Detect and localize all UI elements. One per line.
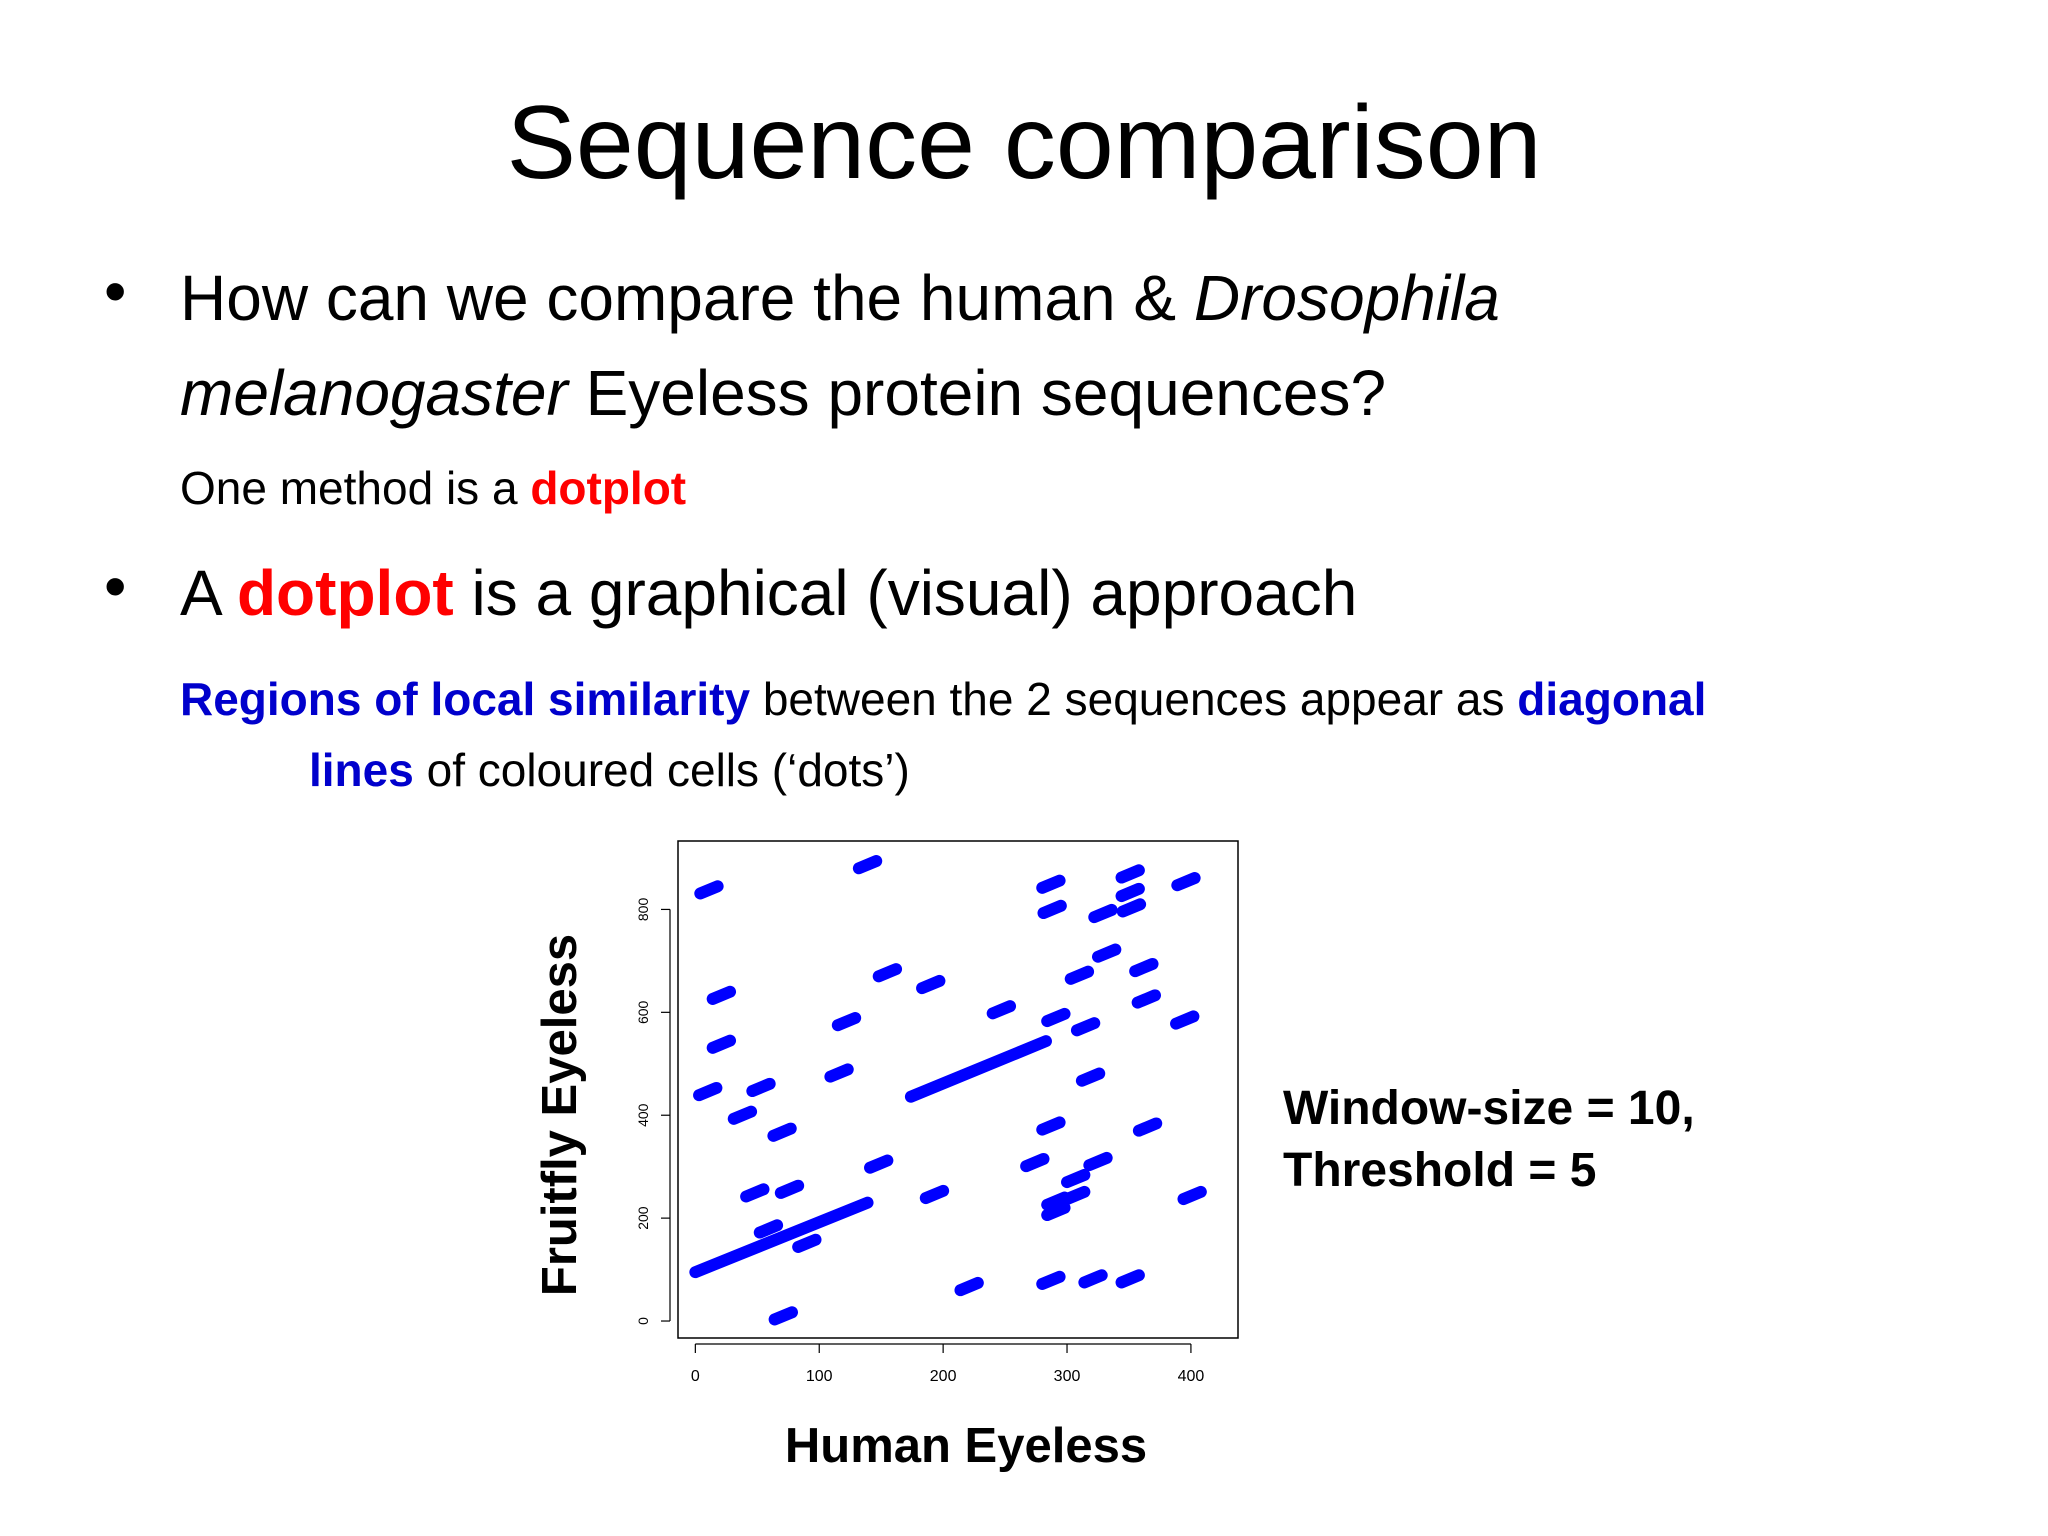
bullet-line: How can we compare the human & Drosophil… — [180, 251, 1500, 346]
dot-segment — [1036, 874, 1066, 894]
dot-segment — [1115, 1269, 1145, 1289]
y-tick-label: 800 — [635, 898, 651, 922]
text: One method is a — [180, 462, 531, 514]
y-tick-label: 600 — [635, 1000, 651, 1024]
dot-segment — [1041, 1191, 1071, 1211]
dot-segment — [706, 985, 737, 1005]
dot-segment — [919, 1184, 950, 1205]
bullet-marker: • — [104, 550, 127, 622]
keyword: lines — [309, 744, 414, 796]
dot-segment — [1061, 1168, 1091, 1189]
dot-segment — [753, 1219, 784, 1239]
plot-frame — [677, 840, 1239, 1339]
text: of coloured cells (‘dots’) — [413, 744, 910, 796]
dot-segment — [954, 1276, 984, 1297]
dot-segment — [904, 1035, 1052, 1103]
text: Eyeless protein sequences? — [567, 357, 1387, 429]
dot-segment — [1116, 898, 1147, 918]
sub-point: One method is a dotplot — [180, 458, 686, 518]
dot-segment — [831, 1011, 862, 1032]
slide-title: Sequence comparison — [506, 85, 1542, 201]
keyword: Regions of local similarity — [180, 673, 751, 725]
dot-segment — [1064, 965, 1095, 985]
keyword: diagonal — [1517, 673, 1707, 725]
dot-segment — [1075, 1067, 1106, 1087]
keyword: dotplot — [530, 462, 687, 514]
dot-segment — [1177, 1185, 1207, 1206]
y-tick-label: 200 — [635, 1206, 651, 1230]
dot-segment — [693, 1081, 723, 1102]
dot-segment — [1036, 1270, 1066, 1290]
dot-segment — [1036, 1116, 1066, 1136]
sub-point: lines of coloured cells (‘dots’) — [309, 740, 910, 800]
x-tick-label: 300 — [1054, 1368, 1081, 1385]
x-axis-title: Human Eyeless — [785, 1419, 1147, 1473]
dot-segment — [1041, 1201, 1071, 1222]
dot-segment — [1070, 1017, 1101, 1037]
x-tick-label: 400 — [1178, 1368, 1205, 1385]
dot-segment — [727, 1105, 758, 1125]
dot-segment — [1171, 872, 1201, 892]
dot-segment — [746, 1077, 776, 1098]
dot-segment — [852, 855, 883, 875]
dot-segment — [1020, 1152, 1050, 1173]
dot-segment — [1115, 864, 1145, 884]
text: A — [180, 557, 237, 629]
dot-segment — [1132, 1117, 1163, 1137]
dot-segment — [706, 1034, 737, 1054]
dot-segment — [768, 1306, 798, 1326]
bullet-line: melanogaster Eyeless protein sequences? — [180, 346, 1386, 441]
species-name: melanogaster — [180, 357, 568, 429]
dot-segment — [1129, 957, 1159, 978]
keyword: dotplot — [236, 557, 454, 629]
dot-segment — [767, 1122, 797, 1142]
dot-segment — [1115, 882, 1145, 903]
x-tick-label: 100 — [806, 1368, 833, 1385]
dot-segment — [694, 880, 724, 900]
dot-segment — [792, 1233, 822, 1253]
text: is a graphical (visual) approach — [453, 557, 1358, 629]
bullet-line: A dotplot is a graphical (visual) approa… — [180, 546, 1357, 641]
dot-segment — [1131, 989, 1161, 1009]
x-tick-label: 0 — [691, 1368, 700, 1385]
dot-segment — [824, 1063, 854, 1083]
dot-segment — [986, 1000, 1017, 1020]
dot-segment — [1170, 1010, 1200, 1030]
y-tick-label: 0 — [635, 1317, 651, 1325]
sub-point: Regions of local similarity between the … — [180, 669, 1706, 729]
dot-segment — [1037, 899, 1067, 920]
dot-segment — [1078, 1269, 1108, 1289]
bullet-marker: • — [104, 255, 127, 327]
dot-segment — [740, 1183, 770, 1203]
species-name: Drosophila — [1193, 262, 1500, 334]
dot-segment — [864, 1154, 894, 1174]
annotation: Window-size = 10, — [1283, 1082, 1695, 1135]
dot-segment — [1088, 903, 1118, 924]
y-tick-label: 400 — [635, 1103, 651, 1127]
y-axis-title: Fruitfly Eyeless — [533, 934, 587, 1296]
dot-segment — [916, 974, 946, 995]
dot-segment — [1041, 1007, 1071, 1028]
x-tick-label: 200 — [930, 1368, 957, 1385]
text: How can we compare the human & — [180, 262, 1194, 334]
dot-segment — [689, 1196, 874, 1279]
dot-segment — [1083, 1151, 1113, 1172]
dot-segment — [774, 1179, 805, 1199]
dot-segment — [1092, 943, 1122, 963]
dot-segment — [872, 963, 903, 983]
annotation: Threshold = 5 — [1283, 1144, 1596, 1197]
text: between the 2 sequences appear as — [750, 673, 1518, 725]
